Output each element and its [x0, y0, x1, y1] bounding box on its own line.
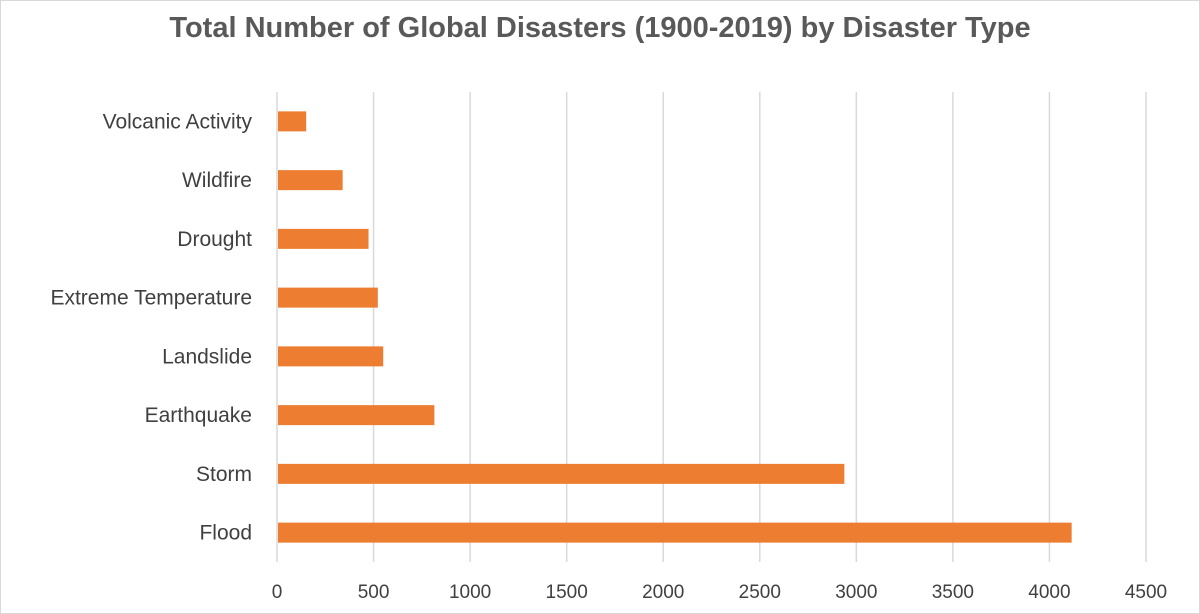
bar-earthquake	[278, 405, 435, 426]
x-tick-label: 3500	[932, 582, 974, 603]
category-label: Flood	[199, 522, 252, 545]
category-label: Wildfire	[182, 169, 252, 192]
x-tick-label: 4000	[1028, 582, 1070, 603]
x-tick-label: 500	[358, 582, 390, 603]
bar-wildfire	[278, 170, 343, 191]
bar-storm	[278, 463, 845, 484]
x-tick-label: 0	[272, 582, 283, 603]
bar-extreme-temperature	[278, 287, 378, 308]
category-label: Drought	[177, 228, 252, 251]
bar-landslide	[278, 346, 384, 367]
bar-flood	[278, 522, 1072, 543]
x-tick-label: 1000	[449, 582, 491, 603]
x-tick-label: 1500	[546, 582, 588, 603]
category-label: Volcanic Activity	[103, 110, 253, 133]
category-label: Extreme Temperature	[50, 287, 252, 310]
x-tick-label: 4500	[1125, 582, 1167, 603]
category-label: Landslide	[162, 345, 252, 368]
bar-volcanic-activity	[278, 111, 307, 132]
category-label: Storm	[196, 463, 252, 486]
chart-title: Total Number of Global Disasters (1900-2…	[169, 12, 1031, 44]
x-tick-label: 3000	[835, 582, 877, 603]
x-tick-label: 2500	[739, 582, 781, 603]
x-tick-label: 2000	[642, 582, 684, 603]
bar-drought	[278, 228, 369, 249]
category-label: Earthquake	[145, 404, 252, 427]
